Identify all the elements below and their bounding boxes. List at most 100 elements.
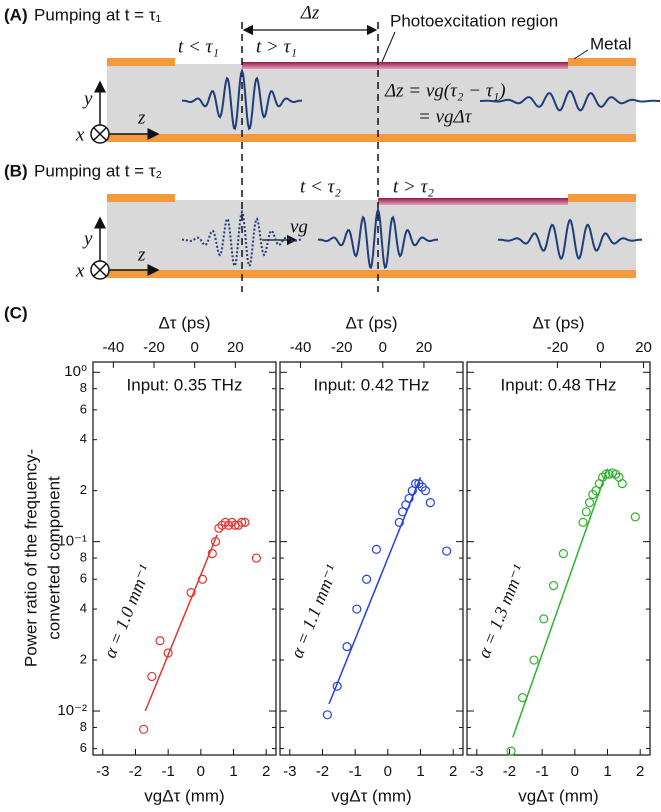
data-point bbox=[361, 574, 372, 584]
x2-tick-label: -20 bbox=[331, 339, 353, 356]
y-tick-label: 6 bbox=[80, 571, 87, 586]
wave-packet bbox=[498, 218, 642, 261]
x2-tick-label: 0 bbox=[379, 339, 387, 356]
y-tick-label: 8 bbox=[80, 380, 87, 395]
x-tick-label: 2 bbox=[262, 763, 270, 780]
y-tick-label: 10⁻¹ bbox=[57, 533, 87, 550]
annotation: Input: 0.42 THz bbox=[314, 375, 430, 394]
data-point bbox=[224, 520, 234, 530]
data-point bbox=[322, 710, 332, 720]
wave-packet bbox=[182, 209, 302, 268]
y-axis-label: Power ratio of the frequency- bbox=[21, 449, 40, 667]
fit-label: α = 1.1 mm⁻¹ bbox=[287, 562, 342, 661]
data-point bbox=[147, 671, 157, 682]
y-tick-label: 6 bbox=[80, 740, 87, 755]
delta-label: Δz bbox=[300, 2, 320, 23]
fit-label: α = 1.0 mm⁻¹ bbox=[100, 562, 155, 661]
y-tick-label: 4 bbox=[80, 600, 87, 615]
y-axis-label: converted component bbox=[44, 476, 63, 640]
photoexcitation bbox=[242, 62, 568, 69]
metal bbox=[107, 58, 175, 66]
y-tick-label: 2 bbox=[80, 651, 87, 666]
fit-line bbox=[144, 534, 218, 712]
panel-b: (B) Pumping at t = τ₂ t < τ₂ t > τ₂ vg y… bbox=[4, 161, 636, 281]
fit-line bbox=[512, 468, 609, 738]
x-axis-label: vgΔτ (mm) bbox=[144, 786, 224, 805]
y-tick-label: 2 bbox=[80, 482, 87, 497]
x2-tick-label: -20 bbox=[547, 339, 569, 356]
x-tick-label: 1 bbox=[229, 763, 237, 780]
equation: = vgΔτ bbox=[418, 106, 473, 127]
data-point bbox=[371, 544, 382, 555]
data-point bbox=[394, 517, 404, 527]
data-point bbox=[251, 553, 261, 563]
x-axis-label: vgΔτ (mm) bbox=[331, 786, 411, 805]
data-point bbox=[617, 479, 627, 489]
x2-tick-label: -40 bbox=[102, 339, 124, 356]
leader bbox=[381, 31, 396, 63]
waveguide bbox=[107, 64, 636, 138]
after-label: t > τ₁ bbox=[256, 36, 297, 57]
data-point bbox=[220, 517, 230, 527]
wave-packet bbox=[317, 207, 439, 270]
metal bbox=[107, 194, 175, 202]
axis-label: x bbox=[75, 124, 85, 145]
y-tick-label: 10⁰ bbox=[64, 363, 87, 380]
data-point bbox=[611, 469, 621, 479]
velocity-label: vg bbox=[290, 216, 308, 237]
plot: -3 -2 -1 0 1 2 -40 -20 0 20 vgΔτ (mm) Δτ (ps) Input:… bbox=[279, 313, 464, 805]
panel-title: Pumping at t = τ₁ bbox=[34, 5, 162, 24]
metal bbox=[107, 134, 636, 142]
x2-axis-label: Δτ (ps) bbox=[345, 313, 397, 332]
x-tick-label: 2 bbox=[636, 763, 644, 780]
x-tick-label: 1 bbox=[416, 763, 424, 780]
region-label: Photoexcitation region bbox=[390, 11, 558, 30]
plot-frame bbox=[279, 361, 464, 756]
y-tick-label: 8 bbox=[80, 719, 87, 734]
panel-label: (C) bbox=[4, 303, 28, 322]
data-point bbox=[578, 517, 588, 527]
data-point bbox=[529, 655, 539, 665]
data-point bbox=[558, 549, 569, 559]
x2-tick-label: 20 bbox=[227, 339, 244, 356]
wave-packet bbox=[480, 89, 660, 112]
data-point bbox=[584, 498, 595, 508]
data-point bbox=[217, 520, 227, 530]
data-point bbox=[352, 604, 362, 614]
wave-packet bbox=[181, 68, 303, 131]
panel-a: (A) Pumping at t = τ₁ Δz Photoexcitation… bbox=[4, 2, 636, 145]
x-tick-label: 1 bbox=[603, 763, 611, 780]
x-tick-label: 2 bbox=[449, 763, 457, 780]
axis-x bbox=[93, 263, 107, 277]
metal bbox=[568, 58, 636, 66]
x-tick-label: -2 bbox=[503, 763, 516, 780]
data-point bbox=[404, 493, 414, 504]
data-point bbox=[207, 549, 217, 559]
x2-tick-label: -40 bbox=[290, 339, 312, 356]
x-tick-label: -1 bbox=[535, 763, 548, 780]
photoexcitation bbox=[378, 198, 568, 205]
before-label: t < τ₂ bbox=[300, 176, 341, 197]
data-point bbox=[163, 648, 173, 658]
x2-tick-label: 20 bbox=[416, 339, 433, 356]
data-point bbox=[581, 507, 591, 517]
axis-label: z bbox=[137, 107, 146, 128]
x-tick-label: -3 bbox=[470, 763, 483, 780]
axis-label: y bbox=[82, 228, 93, 249]
x-tick-label: -2 bbox=[316, 763, 329, 780]
data-point bbox=[139, 724, 149, 734]
x-tick-label: 0 bbox=[571, 763, 579, 780]
data-point bbox=[342, 642, 352, 652]
after-label: t > τ₂ bbox=[393, 176, 434, 197]
data-point bbox=[237, 517, 247, 527]
data-point bbox=[442, 546, 452, 556]
x-tick-label: -2 bbox=[129, 763, 142, 780]
x2-axis-label: Δτ (ps) bbox=[158, 313, 210, 332]
plot-frame bbox=[92, 361, 277, 756]
axis-label: x bbox=[75, 260, 85, 281]
before-label: t < τ₁ bbox=[178, 36, 219, 57]
axis-label: z bbox=[137, 244, 146, 265]
data-point bbox=[186, 588, 196, 598]
